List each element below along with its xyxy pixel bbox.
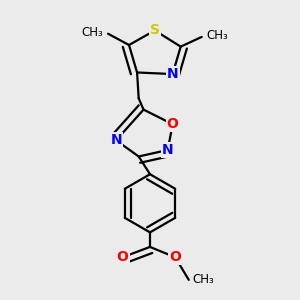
Text: O: O: [167, 117, 178, 131]
Text: O: O: [169, 250, 181, 264]
Text: CH₃: CH₃: [192, 273, 214, 286]
Text: CH₃: CH₃: [206, 29, 228, 42]
Text: N: N: [110, 133, 122, 147]
Text: CH₃: CH₃: [81, 26, 103, 39]
Text: S: S: [150, 23, 160, 38]
Text: N: N: [167, 67, 178, 81]
Text: O: O: [117, 250, 128, 264]
Text: N: N: [162, 143, 174, 157]
